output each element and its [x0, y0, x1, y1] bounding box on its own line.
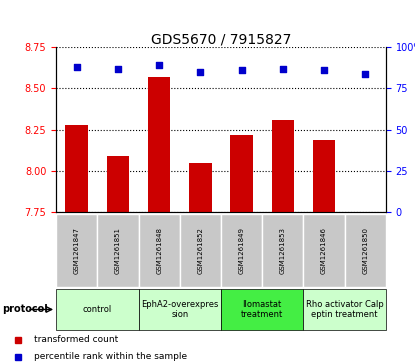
Title: GDS5670 / 7915827: GDS5670 / 7915827	[151, 32, 291, 46]
Bar	[56, 289, 139, 330]
Text: control: control	[83, 305, 112, 314]
Bar	[148, 77, 171, 212]
Bar	[139, 289, 221, 330]
Text: GSM1261848: GSM1261848	[156, 227, 162, 274]
Point	[115, 66, 121, 72]
Bar	[303, 214, 345, 287]
Bar	[230, 135, 253, 212]
Bar	[345, 214, 386, 287]
Text: EphA2-overexpres
sion: EphA2-overexpres sion	[141, 300, 218, 319]
Bar	[65, 125, 88, 212]
Bar	[56, 214, 97, 287]
Text: GSM1261849: GSM1261849	[239, 227, 244, 274]
Text: GSM1261852: GSM1261852	[198, 227, 203, 274]
Point	[73, 64, 80, 70]
Bar	[221, 214, 262, 287]
Text: protocol: protocol	[2, 305, 48, 314]
Bar	[97, 214, 139, 287]
Bar	[139, 214, 180, 287]
Point	[156, 62, 162, 68]
Point	[280, 66, 286, 72]
Text: transformed count: transformed count	[34, 335, 118, 344]
Bar	[271, 120, 294, 212]
Text: GSM1261851: GSM1261851	[115, 227, 121, 274]
Text: Rho activator Calp
eptin treatment: Rho activator Calp eptin treatment	[306, 300, 383, 319]
Bar	[262, 214, 303, 287]
Point	[321, 68, 327, 73]
Text: GSM1261850: GSM1261850	[362, 227, 369, 274]
Bar	[303, 289, 386, 330]
Bar	[107, 156, 129, 212]
Point	[238, 68, 245, 73]
Text: GSM1261846: GSM1261846	[321, 227, 327, 274]
Bar	[221, 289, 303, 330]
Bar	[189, 163, 212, 212]
Text: GSM1261853: GSM1261853	[280, 227, 286, 274]
Text: Ilomastat
treatment: Ilomastat treatment	[241, 300, 283, 319]
Point	[197, 69, 204, 75]
Text: percentile rank within the sample: percentile rank within the sample	[34, 352, 187, 361]
Point	[362, 71, 369, 77]
Bar	[313, 140, 335, 212]
Bar	[180, 214, 221, 287]
Text: GSM1261847: GSM1261847	[73, 227, 80, 274]
